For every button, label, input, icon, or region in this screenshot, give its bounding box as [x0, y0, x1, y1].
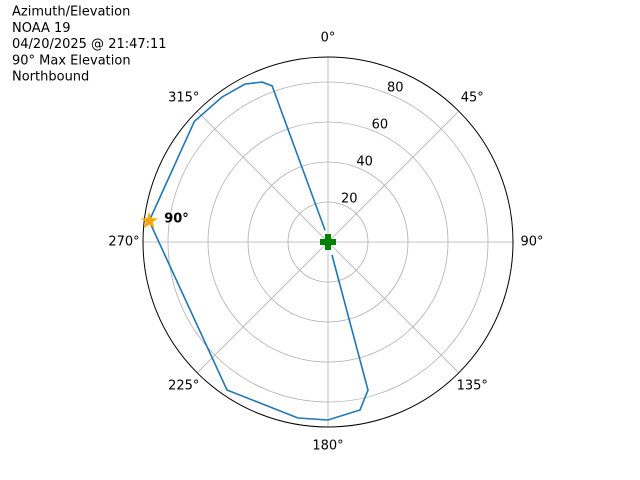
- title-line: Northbound: [12, 70, 89, 85]
- marker-label: 90°: [164, 211, 189, 226]
- r-tick-label: 20: [341, 192, 358, 207]
- title-line: NOAA 19: [12, 21, 71, 36]
- track-line: [148, 81, 369, 421]
- polar-frame: [142, 56, 514, 428]
- theta-tick-label: 315°: [168, 90, 199, 105]
- theta-tick-label: 0°: [321, 31, 336, 46]
- grid-spoke: [196, 110, 329, 243]
- title-line: 04/20/2025 @ 21:47:11: [12, 37, 167, 52]
- plus-marker: [320, 234, 336, 250]
- title-line: Azimuth/Elevation: [12, 5, 130, 20]
- title-line: 90° Max Elevation: [12, 53, 131, 68]
- theta-tick-label: 90°: [520, 235, 543, 250]
- star-marker: [140, 212, 158, 229]
- theta-tick-label: 270°: [108, 235, 139, 250]
- r-tick-label: 60: [372, 118, 389, 133]
- grid-spoke: [327, 110, 460, 243]
- theta-tick-label: 225°: [168, 379, 199, 394]
- theta-tick-label: 180°: [312, 439, 343, 454]
- grid-spoke: [327, 241, 460, 374]
- r-tick-label: 40: [356, 155, 373, 170]
- grid-spoke: [196, 241, 329, 374]
- r-tick-label: 80: [387, 81, 404, 96]
- theta-tick-label: 135°: [457, 379, 488, 394]
- theta-tick-label: 45°: [461, 90, 484, 105]
